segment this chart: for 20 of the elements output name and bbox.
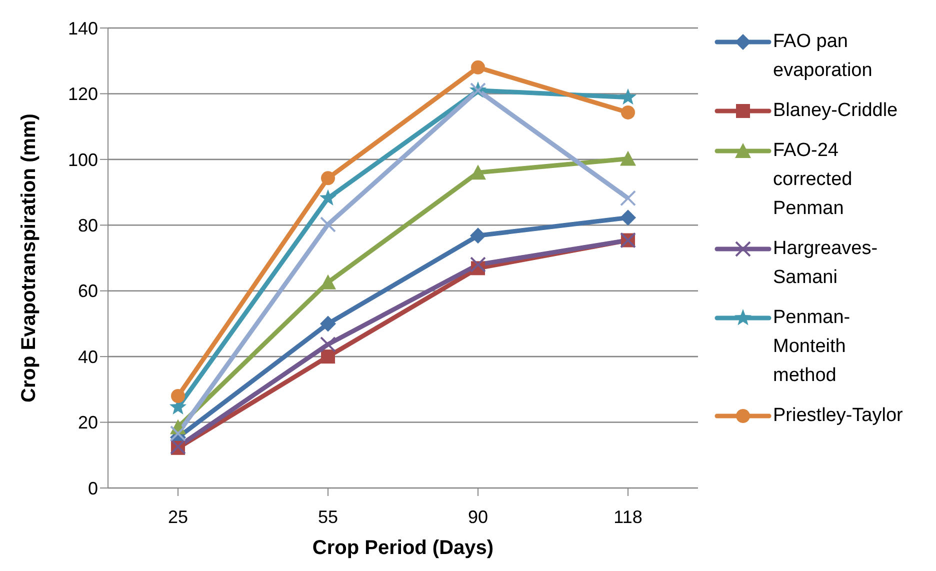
legend-label: Priestley-Taylor <box>773 404 903 428</box>
y-tick-label: 40 <box>78 346 98 367</box>
y-tick-label: 120 <box>68 84 98 104</box>
y-tick-label: 60 <box>78 281 98 302</box>
legend-label: FAO-24 corrected Penman <box>773 139 854 221</box>
x-tick-label: 25 <box>168 506 188 527</box>
legend-label: Hargreaves-Samani <box>773 237 879 290</box>
y-tick-label: 80 <box>78 216 98 236</box>
y-tick-label: 140 <box>68 18 98 38</box>
x-tick-label: 118 <box>614 506 642 527</box>
x-axis-title: Crop Period (Days) <box>312 537 494 559</box>
y-axis-title: Crop Evapotranspiration (mm) <box>18 114 40 402</box>
y-tick-label: 20 <box>78 412 98 433</box>
legend-label: Blaney-Criddle <box>773 99 899 123</box>
legend-label: FAO pan evaporation <box>773 30 874 83</box>
y-tick-label: 0 <box>88 478 98 498</box>
x-tick-label: 55 <box>318 506 338 527</box>
legend-label: Penman-Monteith method <box>773 306 852 388</box>
x-tick-label: 90 <box>468 506 488 527</box>
y-tick-label: 100 <box>68 150 98 170</box>
